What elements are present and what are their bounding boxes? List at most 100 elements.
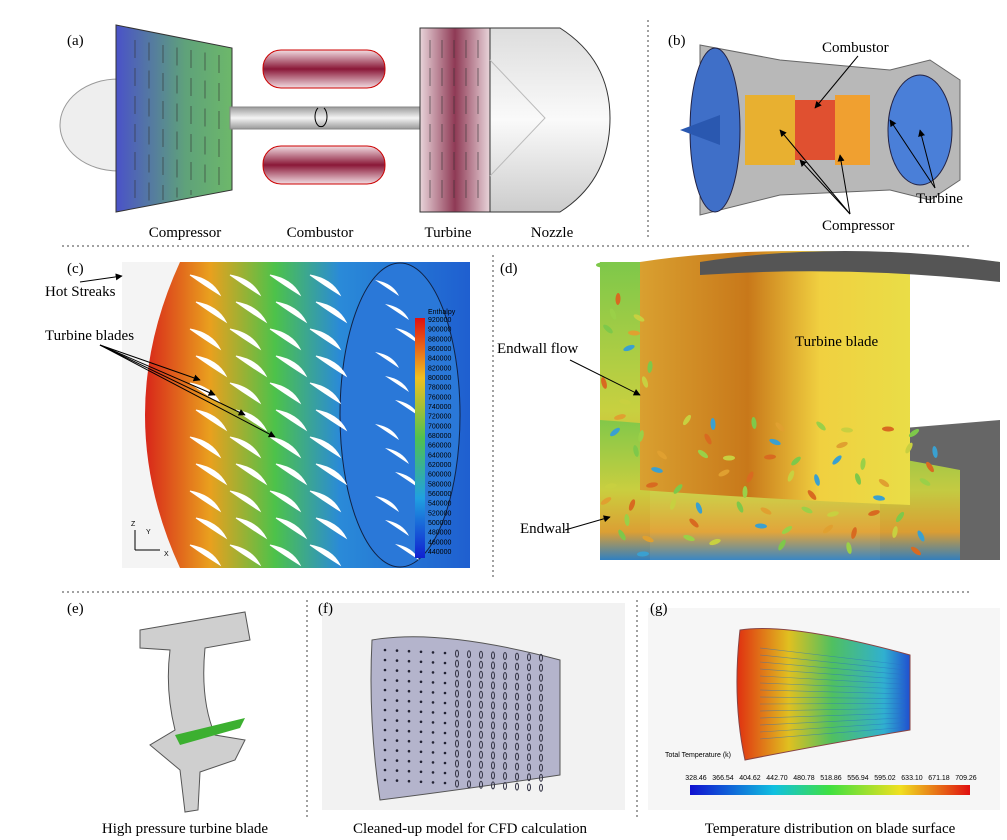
legend-title: Total Temperature (k) — [665, 752, 731, 759]
colorbar-label: 671.18 — [928, 775, 950, 782]
vortex — [718, 469, 730, 477]
blade — [195, 355, 228, 378]
hole — [479, 660, 483, 669]
vortex — [892, 526, 898, 538]
blade — [229, 274, 262, 297]
streak — [759, 654, 906, 671]
hole — [491, 721, 495, 730]
axis-label: Z — [131, 521, 136, 528]
turbine-blade — [640, 251, 1000, 505]
vortex — [651, 467, 663, 473]
colorbar-label: 660000 — [428, 443, 451, 450]
vortex — [615, 293, 621, 305]
hole — [491, 771, 495, 780]
vortex — [603, 324, 613, 334]
blade — [275, 355, 308, 378]
callout: Endwall flow — [497, 341, 578, 357]
hole — [503, 732, 507, 740]
hole — [443, 681, 447, 685]
vortex — [814, 474, 820, 486]
vortex — [760, 507, 772, 515]
blade — [275, 463, 308, 486]
vortex — [911, 546, 921, 556]
vortex — [836, 441, 848, 449]
hole — [515, 652, 519, 661]
streak — [759, 717, 906, 726]
vortex — [742, 486, 748, 498]
hole — [455, 709, 459, 718]
colorbar-label: 920000 — [428, 317, 451, 324]
caption: Cleaned-up model for CFD calculation — [353, 821, 588, 837]
hole — [419, 650, 423, 654]
hole — [479, 680, 483, 689]
vortex — [695, 502, 703, 514]
hole — [527, 733, 531, 742]
streak — [759, 661, 906, 675]
vortex — [628, 330, 640, 336]
hole — [431, 661, 435, 664]
hole — [383, 728, 387, 732]
vortex — [614, 414, 626, 420]
hole — [419, 730, 423, 734]
hole — [443, 721, 447, 725]
hole — [443, 711, 447, 715]
panel-g: Total Temperature (k) 328.46 366.54 404.62… — [648, 601, 1000, 837]
callout: Endwall — [520, 521, 570, 537]
vortex — [878, 479, 890, 487]
vortex — [778, 539, 786, 551]
hole — [455, 759, 459, 768]
hole — [395, 729, 399, 732]
hole — [407, 679, 411, 683]
arrow — [99, 344, 201, 382]
blade — [195, 463, 228, 486]
colorbar-label: 680000 — [428, 433, 451, 440]
hole — [419, 780, 423, 784]
hole — [455, 779, 459, 788]
hole — [467, 770, 471, 779]
colorbar-label: 518.86 — [820, 775, 842, 782]
hole — [479, 720, 483, 729]
hole — [479, 650, 483, 659]
hole — [467, 700, 471, 709]
hole — [503, 752, 507, 760]
vortex — [905, 442, 913, 454]
streak — [759, 727, 906, 740]
hole — [527, 653, 531, 662]
colorbar-label: 460000 — [428, 539, 451, 546]
cooling-holes — [383, 648, 543, 792]
panel-label: (g) — [650, 601, 668, 617]
hole — [419, 740, 423, 744]
hole — [431, 781, 435, 784]
hole — [395, 679, 399, 682]
vortex — [823, 524, 833, 534]
hole — [419, 720, 423, 724]
hole — [515, 762, 519, 771]
hole — [383, 698, 387, 702]
caption: Temperature distribution on blade surfac… — [705, 821, 956, 837]
hole — [455, 739, 459, 748]
hole — [383, 658, 387, 662]
hole — [467, 710, 471, 719]
blade — [315, 517, 348, 540]
colorbar-label: 840000 — [428, 356, 451, 363]
hole — [527, 773, 531, 782]
hole — [383, 758, 387, 762]
colorbar-label: 560000 — [428, 491, 451, 498]
colorbar-label: 760000 — [428, 394, 451, 401]
blade — [315, 355, 348, 378]
colorbar-label: 600000 — [428, 472, 451, 479]
callout: Turbine — [916, 191, 963, 207]
colorbar-label: 780000 — [428, 385, 451, 392]
colorbar-label: 366.54 — [712, 775, 734, 782]
vortex — [710, 418, 716, 430]
vortex — [873, 495, 885, 501]
blade — [395, 472, 419, 488]
hole — [431, 651, 435, 654]
hole — [479, 740, 483, 749]
arrow — [779, 129, 851, 215]
hole — [407, 669, 411, 673]
hole — [491, 681, 495, 690]
combustor — [262, 145, 386, 185]
arrow — [918, 129, 936, 189]
